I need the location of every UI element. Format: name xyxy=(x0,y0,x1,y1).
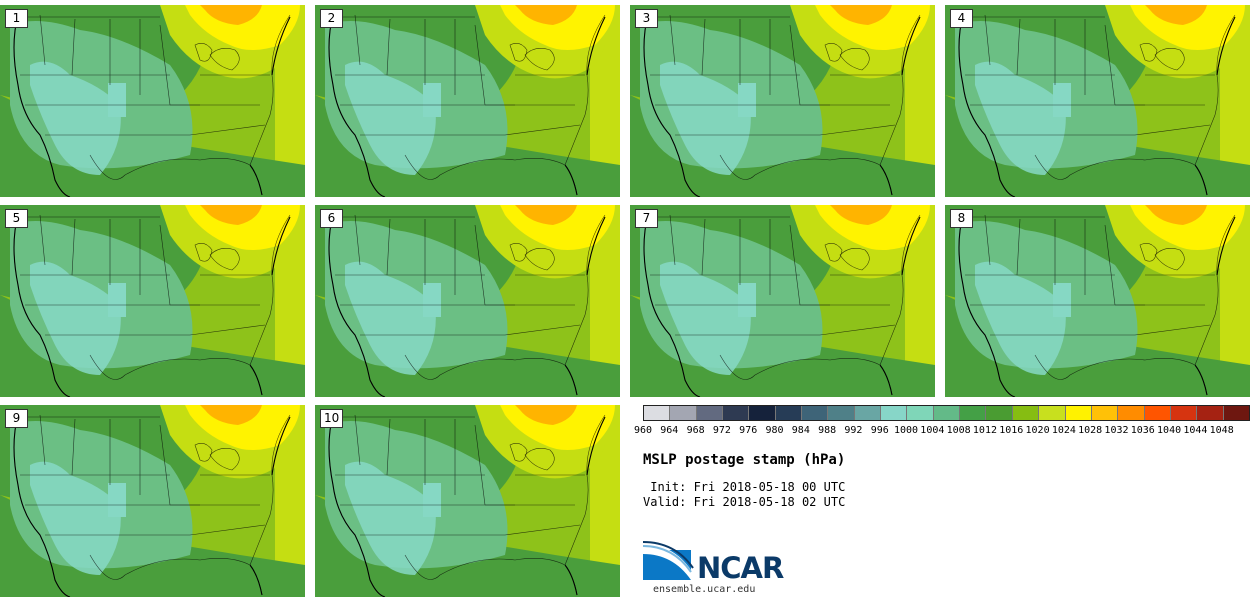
colorbar-swatch xyxy=(723,406,750,420)
mslp-map-panel: 4 xyxy=(945,5,1250,197)
colorbar-tick-label: 972 xyxy=(712,425,731,436)
colorbar-tick-label: 1036 xyxy=(1130,425,1155,436)
colorbar-swatch xyxy=(1039,406,1066,420)
plot-title: MSLP postage stamp (hPa) xyxy=(643,452,846,468)
colorbar xyxy=(643,405,1250,421)
mslp-map-panel: 1 xyxy=(0,5,305,197)
colorbar-tick-label: 984 xyxy=(791,425,810,436)
colorbar-swatch xyxy=(775,406,803,420)
colorbar-tick-label: 992 xyxy=(844,425,863,436)
colorbar-swatch xyxy=(644,406,671,420)
colorbar-swatch xyxy=(1170,406,1198,420)
member-number-label: 7 xyxy=(635,209,658,228)
colorbar-tick-label: 1008 xyxy=(946,425,971,436)
colorbar-swatch xyxy=(986,406,1013,420)
colorbar-swatch xyxy=(802,406,829,420)
member-number-label: 5 xyxy=(5,209,28,228)
colorbar-swatch xyxy=(828,406,855,420)
colorbar-swatch xyxy=(1065,406,1092,420)
colorbar-tick-label: 996 xyxy=(870,425,889,436)
colorbar-swatch xyxy=(1144,406,1171,420)
ncar-logo-icon xyxy=(643,541,694,580)
colorbar-tick-label: 1044 xyxy=(1183,425,1208,436)
mslp-map-panel: 3 xyxy=(630,5,935,197)
mslp-map-panel: 6 xyxy=(315,205,620,397)
member-number-label: 10 xyxy=(320,409,344,428)
colorbar-swatch xyxy=(960,406,987,420)
colorbar-swatch xyxy=(1197,406,1224,420)
mslp-map-panel: 7 xyxy=(630,205,935,397)
colorbar-tick-label: 960 xyxy=(633,425,653,436)
colorbar-tick-label: 1012 xyxy=(972,425,997,436)
colorbar-swatch xyxy=(1223,406,1249,420)
member-number-label: 6 xyxy=(320,209,343,228)
mslp-map-panel: 5 xyxy=(0,205,305,397)
member-number-label: 3 xyxy=(635,9,658,28)
member-number-label: 2 xyxy=(320,9,343,28)
ensemble-url[interactable]: ensemble.ucar.edu xyxy=(653,584,756,595)
colorbar-tick-label: 1016 xyxy=(999,425,1024,436)
colorbar-swatch xyxy=(696,406,724,420)
mslp-map-panel: 10 xyxy=(315,405,620,597)
valid-time: Valid: Fri 2018-05-18 02 UTC xyxy=(643,495,846,509)
colorbar-swatch xyxy=(1091,406,1119,420)
colorbar-tick-label: 1004 xyxy=(920,425,945,436)
colorbar-swatch xyxy=(1012,406,1040,420)
colorbar-tick-label: 976 xyxy=(739,425,758,436)
colorbar-swatch xyxy=(854,406,882,420)
colorbar-ticks: 960 964 968 972 976 980 984 988 992 996 1000 1004 10… xyxy=(631,425,1260,439)
mslp-map-panel: 8 xyxy=(945,205,1250,397)
colorbar-tick-label: 968 xyxy=(686,425,705,436)
colorbar-swatch xyxy=(881,406,908,420)
colorbar-tick-label: 980 xyxy=(765,425,784,436)
colorbar-tick-label: 1032 xyxy=(1104,425,1129,436)
colorbar-tick-label: 1024 xyxy=(1051,425,1076,436)
colorbar-swatch xyxy=(933,406,961,420)
colorbar-swatch xyxy=(670,406,697,420)
ncar-logo-text: NCAR xyxy=(697,551,784,585)
colorbar-tick-label: 1040 xyxy=(1157,425,1182,436)
colorbar-tick-label: 1048 xyxy=(1209,425,1234,436)
init-time: Init: Fri 2018-05-18 00 UTC xyxy=(643,480,846,494)
member-number-label: 8 xyxy=(950,209,973,228)
colorbar-swatch xyxy=(749,406,776,420)
colorbar-tick-label: 1028 xyxy=(1078,425,1103,436)
colorbar-tick-label: 1000 xyxy=(893,425,919,436)
mslp-map-panel: 9 xyxy=(0,405,305,597)
member-number-label: 9 xyxy=(5,409,28,428)
colorbar-swatch xyxy=(1118,406,1145,420)
colorbar-tick-label: 1020 xyxy=(1025,425,1050,436)
member-number-label: 1 xyxy=(5,9,28,28)
mslp-map-panel: 2 xyxy=(315,5,620,197)
member-number-label: 4 xyxy=(950,9,973,28)
colorbar-tick-label: 988 xyxy=(818,425,837,436)
colorbar-swatch xyxy=(907,406,934,420)
colorbar-tick-label: 964 xyxy=(660,425,679,436)
